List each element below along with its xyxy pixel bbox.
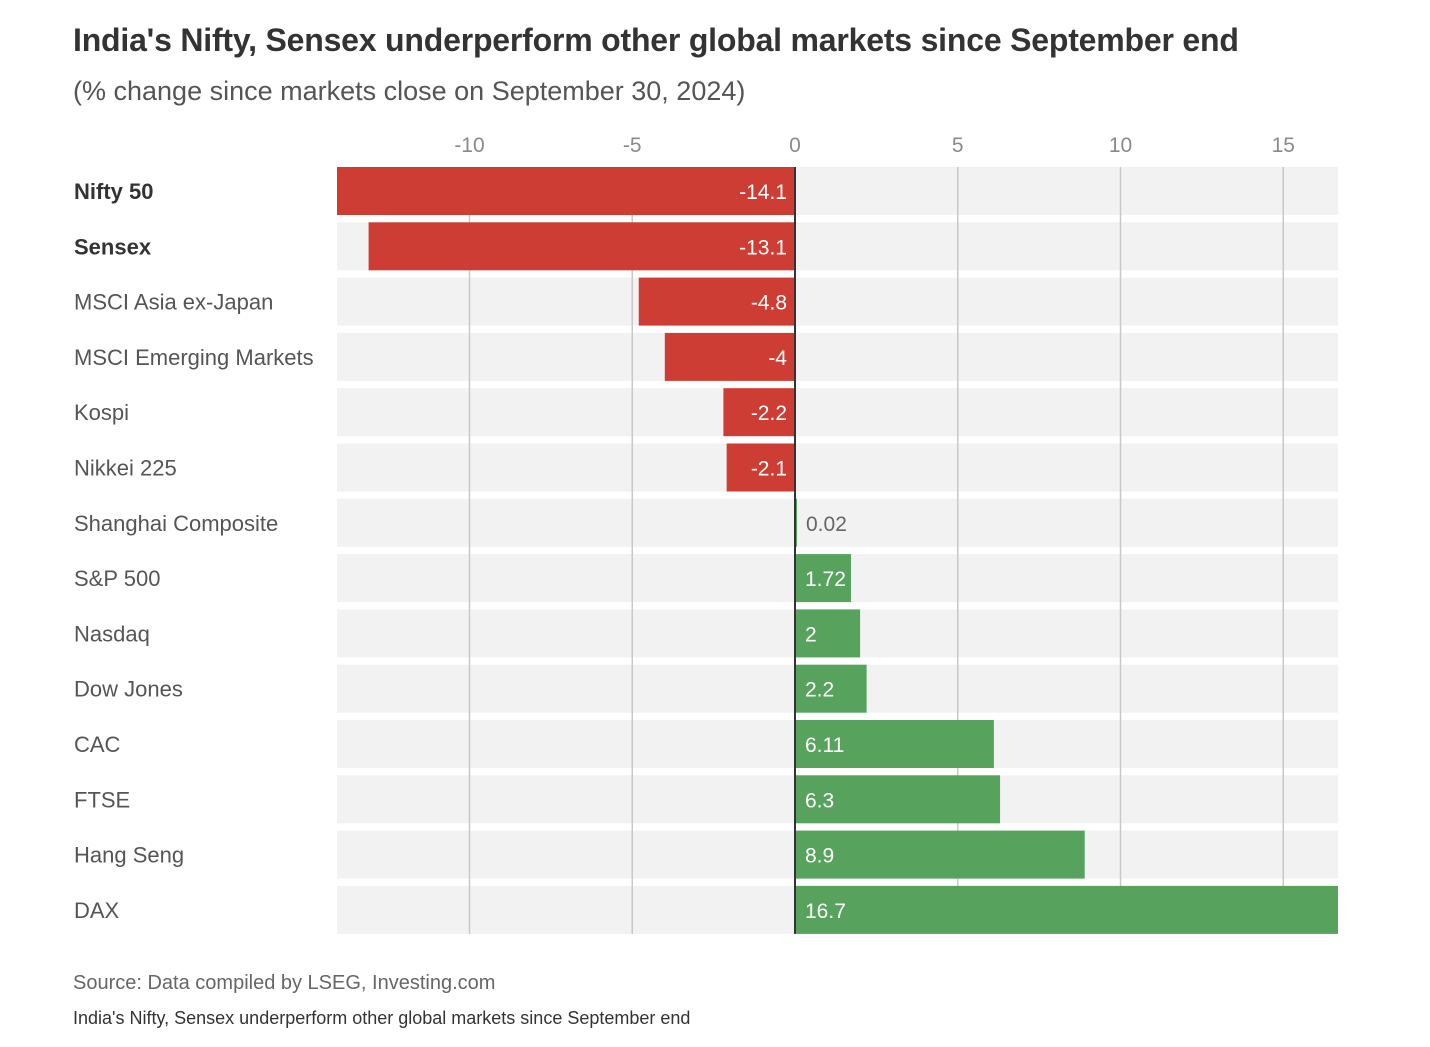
row-track: [337, 332, 1338, 381]
value-label: -2.2: [751, 402, 787, 425]
x-tick-label: 15: [1272, 134, 1295, 157]
chart-subtitle: (% change since markets close on Septemb…: [73, 76, 746, 106]
category-labels: Nifty 50 Sensex MSCI Asia ex-Japan MSCI Eme…: [74, 179, 314, 923]
value-label: 0.02: [806, 513, 847, 536]
bar: [795, 609, 861, 658]
x-tick-label: -10: [454, 134, 484, 157]
bar: [664, 332, 795, 381]
row-track: [337, 388, 1338, 437]
category-label: Dow Jones: [74, 677, 183, 702]
bar: [726, 443, 795, 492]
caption: India's Nifty, Sensex underperform other…: [73, 1008, 691, 1028]
category-label: MSCI Asia ex-Japan: [74, 290, 273, 315]
category-label: Nikkei 225: [74, 456, 177, 481]
value-label: -2.1: [751, 458, 787, 481]
bar: [368, 222, 795, 271]
value-labels: -14.1 -13.1 -4.8 -4 -2.2 -2.1 0.02 1.72 2 2.2 6.11…: [739, 181, 847, 923]
bar: [795, 664, 867, 713]
row-track: [337, 498, 1338, 547]
value-label: 6.11: [805, 734, 844, 757]
bar: [638, 277, 795, 326]
row-track: [337, 277, 1338, 326]
bar: [795, 554, 851, 603]
chart-title: India's Nifty, Sensex underperform other…: [73, 22, 1239, 58]
bar: [795, 720, 994, 768]
value-label: 2.2: [805, 679, 834, 702]
x-axis-ticks: -10 -5 0 5 10 15: [454, 134, 1295, 157]
value-label: 2: [805, 623, 817, 646]
bar: [795, 775, 1001, 824]
value-label: 16.7: [805, 900, 846, 923]
bars: [337, 167, 1338, 934]
category-label: CAC: [74, 732, 121, 757]
category-label: S&P 500: [74, 566, 160, 591]
category-label: Sensex: [74, 234, 152, 259]
x-tick-label: 5: [952, 134, 964, 157]
x-tick-label: 10: [1109, 134, 1132, 157]
source-note: Source: Data compiled by LSEG, Investing…: [73, 972, 496, 994]
category-label: Nasdaq: [74, 621, 150, 646]
category-label: FTSE: [74, 787, 130, 812]
bar: [337, 167, 795, 215]
category-label: Kospi: [74, 400, 129, 425]
gridlines: [468, 167, 1284, 934]
category-label: Hang Seng: [74, 843, 184, 868]
value-label: 6.3: [805, 789, 834, 812]
value-label: -13.1: [739, 236, 787, 259]
category-label: DAX: [74, 898, 120, 923]
bar: [795, 830, 1085, 879]
category-label: Nifty 50: [74, 179, 153, 204]
value-label: -4: [768, 347, 787, 370]
category-label: MSCI Emerging Markets: [74, 345, 314, 370]
x-tick-label: 0: [789, 134, 801, 157]
value-label: 1.72: [805, 568, 846, 591]
category-label: Shanghai Composite: [74, 511, 278, 536]
row-track: [337, 443, 1338, 492]
bar-chart: -10 -5 0 5 10 15 Nifty 50 Sensex MSCI Asia ex-J…: [74, 134, 1338, 934]
x-tick-label: -5: [623, 134, 642, 157]
value-label: -14.1: [739, 181, 787, 204]
value-label: -4.8: [751, 292, 787, 315]
bar: [795, 885, 1338, 934]
bar: [723, 388, 795, 437]
value-label: 8.9: [805, 845, 834, 868]
